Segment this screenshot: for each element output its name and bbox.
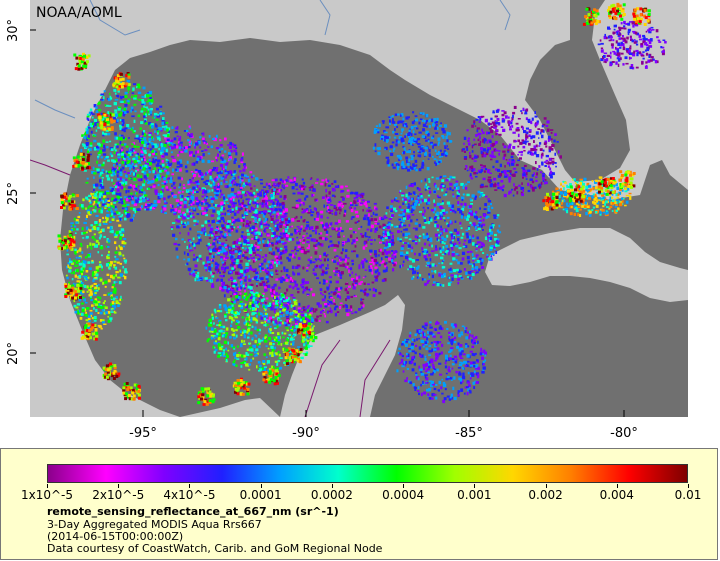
lon-label-90: -90° <box>292 426 320 441</box>
lat-label-30: 30° <box>6 18 21 42</box>
colorbar-tick-mark <box>332 484 333 488</box>
colorbar-tick-mark <box>546 484 547 488</box>
legend-time: (2014-06-15T00:00:00Z) <box>47 530 184 543</box>
rivers <box>34 0 511 119</box>
reflectance-data-layer <box>57 2 667 406</box>
colorbar-tick-mark <box>403 484 404 488</box>
colorbar-tick-label: 0.001 <box>457 488 492 502</box>
land-central-america <box>180 398 280 417</box>
colorbar-tick-mark <box>189 484 190 488</box>
colorbar-tick-label: 0.004 <box>599 488 634 502</box>
political-borders <box>30 159 391 417</box>
land-yucatan <box>280 295 405 417</box>
land-us-gulf-coast <box>30 0 688 417</box>
colorbar-tick-mark <box>688 484 689 488</box>
colorbar-tick-label: 4x10^-5 <box>163 488 216 502</box>
colorbar-tick-mark <box>47 484 48 488</box>
land-cuba <box>485 228 688 302</box>
lat-label-25: 25° <box>6 181 21 205</box>
legend-dataset: 3-Day Aggregated MODIS Aqua Rrs667 <box>47 518 262 531</box>
colorbar-tick-label: 0.002 <box>528 488 563 502</box>
lat-label-20: 20° <box>6 341 21 365</box>
colorbar-tick-mark <box>474 484 475 488</box>
colorbar-tick-label: 0.0001 <box>239 488 282 502</box>
legend-source: Data courtesy of CoastWatch, Carib. and … <box>47 542 383 555</box>
lon-label-95: -95° <box>129 426 157 441</box>
colorbar-tick-mark <box>617 484 618 488</box>
map-view[interactable] <box>30 0 688 417</box>
colorbar-tick-label: 2x10^-5 <box>92 488 145 502</box>
axis-ticks <box>30 29 625 417</box>
lon-label-80: -80° <box>610 426 638 441</box>
colorbar-tick-label: 0.01 <box>674 488 702 502</box>
colorbar-tick-label: 1x10^-5 <box>20 488 74 502</box>
credit-label: NOAA/AOML <box>36 5 122 21</box>
colorbar <box>47 464 688 483</box>
colorbar-tick-label: 0.0004 <box>382 488 425 502</box>
legend-variable: remote_sensing_reflectance_at_667_nm (sr… <box>47 505 339 518</box>
colorbar-tick-mark <box>118 484 119 488</box>
lon-label-85: -85° <box>455 426 483 441</box>
colorbar-tick-label: 0.0002 <box>310 488 353 502</box>
colorbar-tick-mark <box>261 484 262 488</box>
map-canvas <box>30 0 688 417</box>
